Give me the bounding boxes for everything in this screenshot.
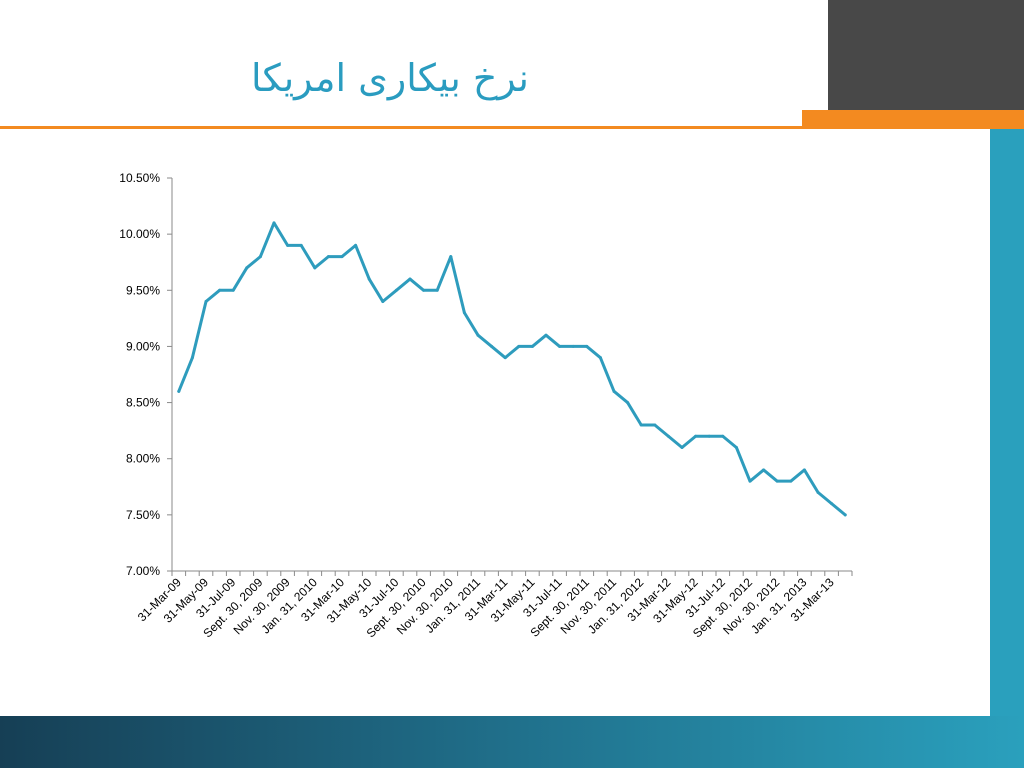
data-point <box>544 333 548 337</box>
data-point <box>530 344 534 348</box>
data-point <box>381 300 385 304</box>
data-point <box>408 277 412 281</box>
data-point <box>272 221 276 225</box>
data-point <box>340 255 344 259</box>
data-point <box>639 423 643 427</box>
data-point <box>367 277 371 281</box>
bottom-band <box>0 716 1024 768</box>
y-tick-label: 9.00% <box>126 339 160 353</box>
series-line <box>177 221 847 517</box>
data-point <box>245 266 249 270</box>
data-point <box>816 490 820 494</box>
data-point <box>694 434 698 438</box>
y-tick-label: 9.50% <box>126 283 160 297</box>
y-tick-label: 7.50% <box>126 508 160 522</box>
y-tick-label: 10.50% <box>119 171 160 185</box>
data-point <box>299 243 303 247</box>
y-axis: 7.00% 7.50% 8.00% 8.50% 9.00% 9.50% 10.00% 10.5… <box>119 171 173 578</box>
data-point <box>830 502 834 506</box>
data-point <box>802 468 806 472</box>
data-point <box>707 434 711 438</box>
data-point <box>612 389 616 393</box>
right-side-bar <box>990 129 1024 716</box>
plot-area <box>177 221 847 517</box>
slide-title: نرخ بیکاری امریکا <box>251 56 529 100</box>
data-point <box>734 445 738 449</box>
data-point <box>571 344 575 348</box>
data-point <box>748 479 752 483</box>
data-point <box>286 243 290 247</box>
title-underline <box>0 126 810 129</box>
data-point <box>558 344 562 348</box>
y-tick-label: 7.00% <box>126 564 160 578</box>
header-dark-block <box>828 0 1024 110</box>
data-point <box>476 333 480 337</box>
data-point <box>843 513 847 517</box>
data-point <box>218 288 222 292</box>
data-point <box>435 288 439 292</box>
data-point <box>666 434 670 438</box>
data-point <box>449 255 453 259</box>
data-point <box>789 479 793 483</box>
data-point <box>326 255 330 259</box>
data-point <box>462 311 466 315</box>
data-point <box>517 344 521 348</box>
y-tick-label: 8.50% <box>126 396 160 410</box>
y-tick-label: 10.00% <box>119 227 160 241</box>
data-point <box>204 300 208 304</box>
data-point <box>626 401 630 405</box>
data-point <box>231 288 235 292</box>
data-point <box>775 479 779 483</box>
data-point <box>394 288 398 292</box>
header-orange-block <box>802 110 1024 129</box>
data-point <box>422 288 426 292</box>
data-point <box>313 266 317 270</box>
data-point <box>490 344 494 348</box>
data-point <box>585 344 589 348</box>
y-tick-label: 8.00% <box>126 452 160 466</box>
data-point <box>190 356 194 360</box>
data-point <box>258 255 262 259</box>
data-point <box>653 423 657 427</box>
data-point <box>762 468 766 472</box>
data-point <box>177 389 181 393</box>
data-point <box>503 356 507 360</box>
data-point <box>354 243 358 247</box>
data-point <box>721 434 725 438</box>
data-point <box>598 356 602 360</box>
data-point <box>680 445 684 449</box>
